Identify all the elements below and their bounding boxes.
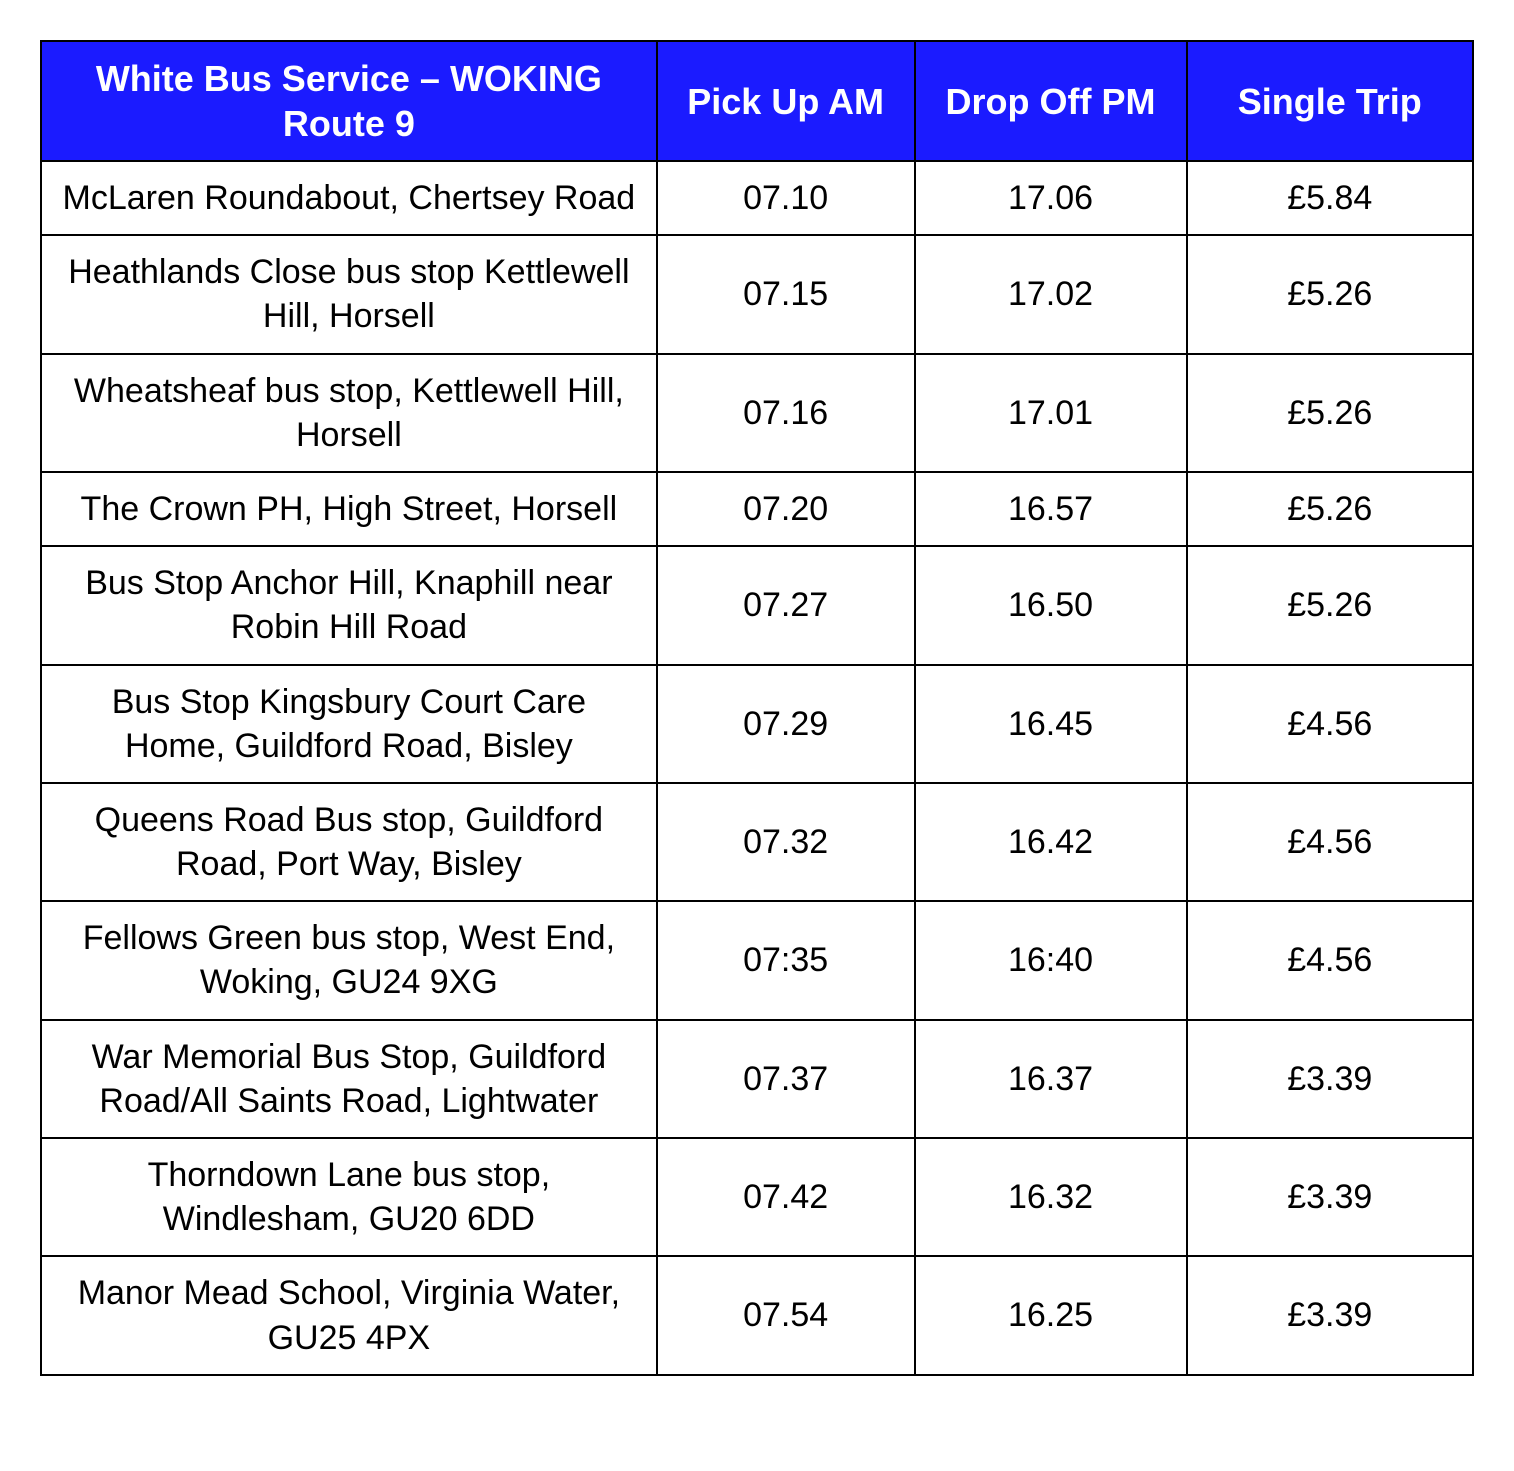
single-cell: £5.26 — [1187, 354, 1473, 472]
pickup-cell: 07.42 — [657, 1138, 915, 1256]
pickup-cell: 07.37 — [657, 1020, 915, 1138]
single-cell: £5.26 — [1187, 472, 1473, 546]
column-header-pickup: Pick Up AM — [657, 41, 915, 161]
stop-cell: Bus Stop Anchor Hill, Knaphill near Robi… — [41, 546, 657, 664]
dropoff-cell: 17.02 — [915, 235, 1187, 353]
stop-cell: McLaren Roundabout, Chertsey Road — [41, 161, 657, 235]
table-row: Manor Mead School, Virginia Water, GU25 … — [41, 1256, 1473, 1374]
table-header: White Bus Service – WOKING Route 9 Pick … — [41, 41, 1473, 161]
table-row: Thorndown Lane bus stop, Windlesham, GU2… — [41, 1138, 1473, 1256]
dropoff-cell: 17.06 — [915, 161, 1187, 235]
column-header-single: Single Trip — [1187, 41, 1473, 161]
stop-cell: Bus Stop Kingsbury Court Care Home, Guil… — [41, 665, 657, 783]
pickup-cell: 07.10 — [657, 161, 915, 235]
table-body: McLaren Roundabout, Chertsey Road 07.10 … — [41, 161, 1473, 1375]
pickup-cell: 07.32 — [657, 783, 915, 901]
dropoff-cell: 16.57 — [915, 472, 1187, 546]
stop-cell: Queens Road Bus stop, Guildford Road, Po… — [41, 783, 657, 901]
pickup-cell: 07.29 — [657, 665, 915, 783]
single-cell: £3.39 — [1187, 1020, 1473, 1138]
pickup-cell: 07.27 — [657, 546, 915, 664]
stop-cell: Heathlands Close bus stop Kettlewell Hil… — [41, 235, 657, 353]
stop-cell: Manor Mead School, Virginia Water, GU25 … — [41, 1256, 657, 1374]
column-header-route: White Bus Service – WOKING Route 9 — [41, 41, 657, 161]
dropoff-cell: 17.01 — [915, 354, 1187, 472]
stop-cell: The Crown PH, High Street, Horsell — [41, 472, 657, 546]
dropoff-cell: 16.45 — [915, 665, 1187, 783]
single-cell: £3.39 — [1187, 1256, 1473, 1374]
pickup-cell: 07:35 — [657, 901, 915, 1019]
table-row: McLaren Roundabout, Chertsey Road 07.10 … — [41, 161, 1473, 235]
pickup-cell: 07.16 — [657, 354, 915, 472]
table-row: Bus Stop Anchor Hill, Knaphill near Robi… — [41, 546, 1473, 664]
table-row: The Crown PH, High Street, Horsell 07.20… — [41, 472, 1473, 546]
stop-cell: Thorndown Lane bus stop, Windlesham, GU2… — [41, 1138, 657, 1256]
dropoff-cell: 16.50 — [915, 546, 1187, 664]
single-cell: £5.84 — [1187, 161, 1473, 235]
single-cell: £4.56 — [1187, 901, 1473, 1019]
table-row: Bus Stop Kingsbury Court Care Home, Guil… — [41, 665, 1473, 783]
stop-cell: Wheatsheaf bus stop, Kettlewell Hill, Ho… — [41, 354, 657, 472]
table-row: War Memorial Bus Stop, Guildford Road/Al… — [41, 1020, 1473, 1138]
dropoff-cell: 16:40 — [915, 901, 1187, 1019]
single-cell: £4.56 — [1187, 783, 1473, 901]
stop-cell: War Memorial Bus Stop, Guildford Road/Al… — [41, 1020, 657, 1138]
single-cell: £5.26 — [1187, 546, 1473, 664]
dropoff-cell: 16.32 — [915, 1138, 1187, 1256]
single-cell: £4.56 — [1187, 665, 1473, 783]
pickup-cell: 07.20 — [657, 472, 915, 546]
pickup-cell: 07.54 — [657, 1256, 915, 1374]
bus-schedule-table: White Bus Service – WOKING Route 9 Pick … — [40, 40, 1474, 1376]
dropoff-cell: 16.25 — [915, 1256, 1187, 1374]
single-cell: £5.26 — [1187, 235, 1473, 353]
single-cell: £3.39 — [1187, 1138, 1473, 1256]
table-row: Heathlands Close bus stop Kettlewell Hil… — [41, 235, 1473, 353]
dropoff-cell: 16.37 — [915, 1020, 1187, 1138]
table-header-row: White Bus Service – WOKING Route 9 Pick … — [41, 41, 1473, 161]
table-row: Wheatsheaf bus stop, Kettlewell Hill, Ho… — [41, 354, 1473, 472]
stop-cell: Fellows Green bus stop, West End, Woking… — [41, 901, 657, 1019]
table-row: Queens Road Bus stop, Guildford Road, Po… — [41, 783, 1473, 901]
dropoff-cell: 16.42 — [915, 783, 1187, 901]
column-header-dropoff: Drop Off PM — [915, 41, 1187, 161]
pickup-cell: 07.15 — [657, 235, 915, 353]
table-row: Fellows Green bus stop, West End, Woking… — [41, 901, 1473, 1019]
